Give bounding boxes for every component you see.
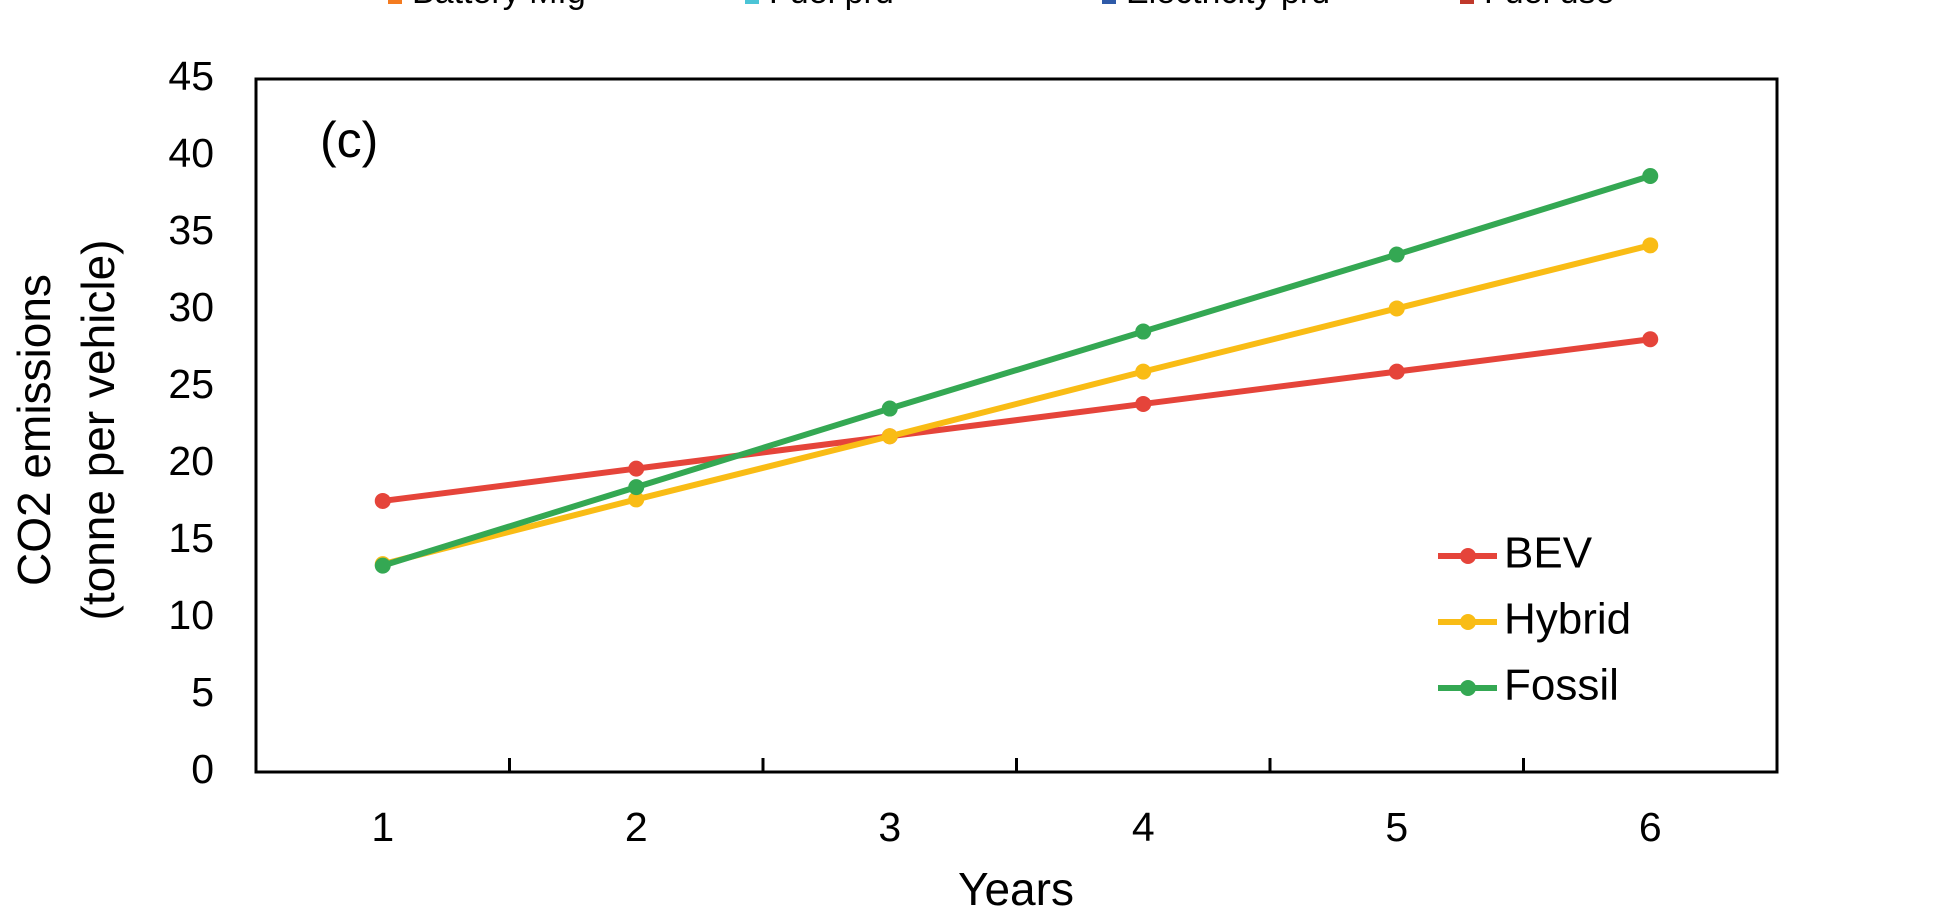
legend-marker [1460, 548, 1476, 564]
y-tick-label: 25 [168, 361, 214, 407]
data-point [1135, 323, 1152, 340]
data-point [881, 428, 898, 445]
y-axis-title-line: CO2 emissions [8, 274, 60, 586]
series-line [381, 173, 1652, 569]
y-tick-label: 30 [168, 284, 214, 330]
series-line [382, 336, 1651, 504]
legend-label: BEV [1504, 529, 1593, 578]
y-axis-title-line: (tonne per vehicle) [72, 240, 124, 621]
y-tick-label: 40 [168, 130, 214, 176]
y-tick-label: 35 [168, 207, 214, 253]
top-legend-swatch [745, 0, 759, 4]
data-point [628, 460, 645, 477]
data-point [1388, 246, 1405, 263]
y-tick-label: 5 [191, 669, 214, 715]
top-legend-label: Battery Mfg [412, 0, 586, 11]
data-point [628, 491, 645, 508]
top-legend-swatch [1102, 0, 1116, 4]
y-axis-title: CO2 emissions (tonne per vehicle) [8, 240, 124, 621]
data-point [1642, 168, 1659, 185]
legend-label: Fossil [1504, 661, 1619, 710]
x-tick-label: 4 [1132, 804, 1155, 850]
y-tick-label: 45 [168, 53, 214, 99]
x-tick-label: 6 [1639, 804, 1662, 850]
y-tick-label: 0 [191, 746, 214, 792]
legend-label: Hybrid [1504, 595, 1631, 644]
series-line [382, 242, 1651, 568]
data-point [1135, 363, 1152, 380]
data-point [1388, 363, 1405, 380]
y-tick-label: 20 [168, 438, 214, 484]
top-legend-label: Electricity prd [1126, 0, 1330, 11]
x-tick-label: 1 [371, 804, 394, 850]
data-point [628, 479, 645, 496]
top-legend-swatch [388, 0, 402, 4]
x-tick-label: 2 [625, 804, 648, 850]
x-tick-label: 3 [878, 804, 901, 850]
data-point [1135, 395, 1152, 412]
y-tick-label: 15 [168, 515, 214, 561]
panel-label: (c) [320, 112, 378, 168]
data-point [881, 400, 898, 417]
top-legend-label: Fuel prd [769, 0, 894, 11]
y-tick-label: 10 [168, 592, 214, 638]
x-axis-title: Years [958, 863, 1074, 914]
top-legend-swatch [1460, 0, 1474, 4]
data-point [374, 492, 391, 509]
legend-marker [1460, 614, 1476, 630]
data-point [1642, 237, 1659, 254]
x-tick-label: 5 [1385, 804, 1408, 850]
plot-frame [254, 77, 1779, 774]
data-point [374, 557, 391, 574]
data-point [1388, 300, 1405, 317]
top-legend-label: Fuel use [1484, 0, 1614, 11]
legend-marker [1460, 680, 1476, 696]
data-point [1642, 331, 1659, 348]
